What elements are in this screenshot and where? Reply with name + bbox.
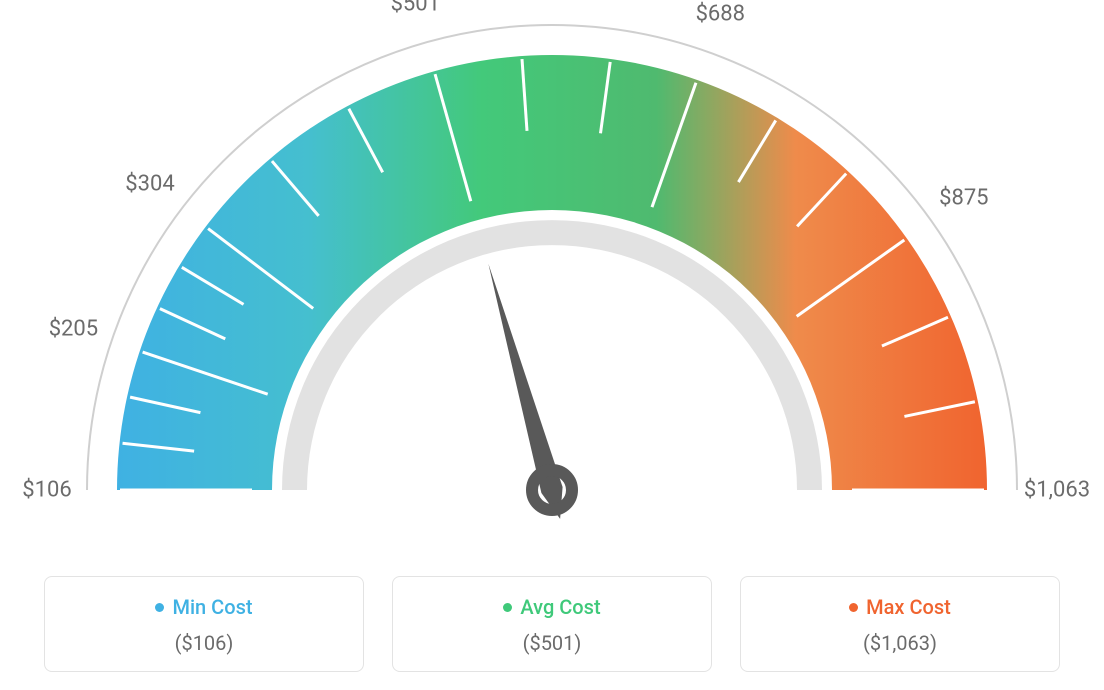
gauge-tick-label: $205 [49,316,98,341]
legend-value: ($106) [55,631,353,655]
legend-value: ($501) [403,631,701,655]
gauge-chart: $106 $205 $304 $501 $688 $875 $1,063 [0,0,1104,560]
legend-value: ($1,063) [751,631,1049,655]
gauge-tick-label: $501 [391,0,440,16]
legend-label: Min Cost [172,595,252,619]
dot-icon [849,603,858,612]
legend-card-min: Min Cost ($106) [44,576,364,672]
gauge-tick-label: $1,063 [1024,478,1090,503]
legend-card-avg: Avg Cost ($501) [392,576,712,672]
legend-card-max: Max Cost ($1,063) [740,576,1060,672]
gauge-tick-label: $688 [696,1,745,26]
gauge-tick-label: $875 [939,185,988,210]
legend-title-max: Max Cost [849,595,951,619]
gauge-tick-label: $106 [22,478,71,503]
legend-label: Avg Cost [520,595,600,619]
gauge-svg [0,0,1104,560]
legend-row: Min Cost ($106) Avg Cost ($501) Max Cost… [0,576,1104,672]
dot-icon [503,603,512,612]
legend-label: Max Cost [866,595,951,619]
legend-title-avg: Avg Cost [503,595,600,619]
gauge-tick-label: $304 [125,172,174,197]
dot-icon [155,603,164,612]
legend-title-min: Min Cost [155,595,252,619]
